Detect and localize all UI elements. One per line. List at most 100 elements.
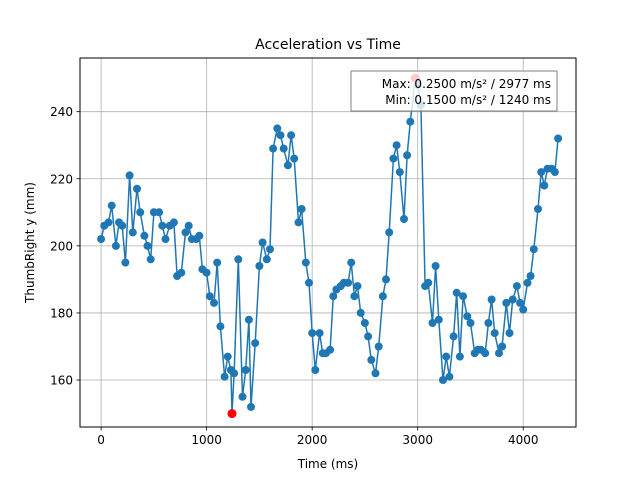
data-point bbox=[455, 352, 464, 361]
data-point bbox=[202, 268, 211, 277]
data-point bbox=[308, 329, 317, 338]
x-tick-label: 1000 bbox=[191, 433, 222, 447]
data-point bbox=[490, 329, 499, 338]
data-point bbox=[111, 241, 120, 250]
data-point bbox=[283, 161, 292, 170]
data-point bbox=[238, 392, 247, 401]
data-point bbox=[431, 262, 440, 270]
min-point bbox=[227, 409, 237, 419]
data-point bbox=[210, 298, 218, 307]
data-point bbox=[140, 231, 149, 240]
data-point bbox=[445, 372, 454, 381]
x-tick-label: 0 bbox=[97, 433, 105, 447]
data-point bbox=[371, 369, 380, 378]
data-point bbox=[347, 258, 356, 267]
data-point bbox=[133, 184, 141, 193]
data-point bbox=[498, 342, 507, 351]
data-point bbox=[350, 292, 359, 301]
data-point bbox=[459, 292, 468, 301]
data-point bbox=[251, 339, 260, 348]
data-point bbox=[184, 221, 193, 230]
data-point bbox=[512, 282, 521, 291]
data-point bbox=[364, 332, 373, 341]
data-point bbox=[502, 298, 511, 307]
data-point bbox=[385, 228, 394, 237]
data-point bbox=[220, 372, 229, 381]
y-tick-label: 180 bbox=[50, 306, 73, 320]
data-point bbox=[128, 228, 137, 237]
data-point bbox=[329, 292, 338, 301]
chart-title: Acceleration vs Time bbox=[255, 37, 401, 53]
data-point bbox=[537, 168, 546, 177]
data-point bbox=[392, 141, 401, 150]
annotation-frame bbox=[350, 70, 558, 112]
data-point bbox=[146, 255, 155, 264]
data-point bbox=[374, 342, 383, 351]
data-point bbox=[534, 205, 542, 213]
data-point bbox=[276, 131, 285, 140]
data-point bbox=[255, 262, 264, 270]
data-point bbox=[540, 181, 549, 190]
data-point bbox=[315, 329, 324, 338]
annotation-min-text: Min: 0.1500 m/s² / 1240 ms bbox=[385, 93, 551, 107]
data-point bbox=[195, 231, 204, 240]
data-point bbox=[104, 218, 113, 227]
data-point bbox=[258, 238, 267, 247]
data-point bbox=[529, 245, 538, 254]
data-point bbox=[481, 349, 490, 358]
data-point bbox=[230, 369, 239, 378]
data-point bbox=[273, 124, 282, 133]
data-point bbox=[158, 221, 167, 230]
series-group bbox=[97, 74, 563, 418]
annotation-box: Max: 0.2500 m/s² / 2977 ms Min: 0.1500 m… bbox=[350, 70, 558, 112]
data-point bbox=[297, 205, 306, 213]
x-axis-label: Time (ms) bbox=[297, 457, 359, 471]
data-point bbox=[389, 154, 398, 163]
data-point bbox=[356, 308, 365, 317]
data-point bbox=[311, 366, 320, 374]
x-tick-label: 2000 bbox=[297, 433, 328, 447]
data-point bbox=[452, 288, 461, 297]
data-point bbox=[136, 208, 145, 217]
data-point bbox=[434, 315, 443, 324]
y-tick-label: 200 bbox=[50, 239, 73, 253]
data-point bbox=[161, 235, 170, 244]
data-point bbox=[495, 349, 503, 358]
data-point bbox=[266, 245, 274, 254]
data-point bbox=[223, 352, 232, 361]
data-point bbox=[326, 345, 335, 354]
data-point bbox=[526, 272, 535, 280]
data-point bbox=[449, 332, 458, 341]
data-point bbox=[428, 319, 437, 327]
data-point bbox=[269, 144, 278, 153]
y-tick-label: 240 bbox=[50, 105, 73, 119]
data-point bbox=[169, 218, 178, 227]
y-axis-label: ThumbRight y (mm) bbox=[23, 182, 37, 304]
data-point bbox=[216, 322, 225, 331]
data-point bbox=[439, 376, 447, 384]
data-point bbox=[213, 258, 222, 267]
data-point bbox=[463, 312, 472, 321]
data-point bbox=[155, 208, 164, 217]
data-point bbox=[205, 292, 214, 301]
data-point bbox=[484, 319, 493, 327]
data-point bbox=[177, 268, 186, 277]
data-point bbox=[550, 168, 559, 177]
data-point bbox=[305, 278, 313, 287]
data-point bbox=[125, 171, 134, 180]
data-point bbox=[519, 305, 528, 314]
data-point bbox=[487, 295, 496, 304]
data-point bbox=[241, 366, 250, 374]
data-point bbox=[442, 352, 451, 361]
ticks: 0 1000 2000 3000 4000 160 180 200 220 240 bbox=[50, 105, 538, 447]
data-point bbox=[382, 275, 390, 284]
data-point bbox=[107, 201, 116, 210]
data-point bbox=[287, 131, 296, 140]
data-point bbox=[247, 402, 255, 411]
annotation-max-text: Max: 0.2500 m/s² / 2977 ms bbox=[382, 77, 551, 91]
y-tick-label: 160 bbox=[50, 374, 73, 388]
data-point bbox=[181, 228, 190, 237]
data-point bbox=[290, 154, 299, 163]
data-point bbox=[403, 151, 412, 160]
